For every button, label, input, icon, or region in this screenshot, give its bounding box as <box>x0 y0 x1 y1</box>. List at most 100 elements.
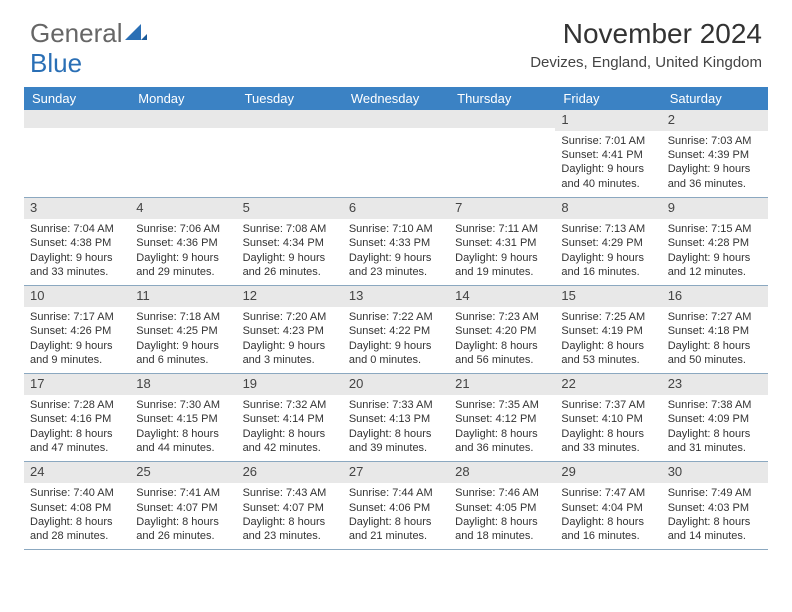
day-number: 18 <box>130 374 236 395</box>
sunrise-line: Sunrise: 7:11 AM <box>455 222 549 236</box>
daylight-line: Daylight: 8 hours and 53 minutes. <box>561 339 655 368</box>
sunset-line: Sunset: 4:23 PM <box>243 324 337 338</box>
sunrise-line: Sunrise: 7:38 AM <box>668 398 762 412</box>
logo: General <box>30 18 147 49</box>
day-cell: 9Sunrise: 7:15 AMSunset: 4:28 PMDaylight… <box>662 198 768 285</box>
sunrise-line: Sunrise: 7:41 AM <box>136 486 230 500</box>
day-number: 14 <box>449 286 555 307</box>
sunset-line: Sunset: 4:08 PM <box>30 501 124 515</box>
day-cell <box>24 110 130 197</box>
daylight-line: Daylight: 9 hours and 33 minutes. <box>30 251 124 280</box>
sunset-line: Sunset: 4:14 PM <box>243 412 337 426</box>
day-cell: 10Sunrise: 7:17 AMSunset: 4:26 PMDayligh… <box>24 286 130 373</box>
sunset-line: Sunset: 4:31 PM <box>455 236 549 250</box>
logo-text-2: Blue <box>30 48 82 79</box>
sunset-line: Sunset: 4:10 PM <box>561 412 655 426</box>
sunrise-line: Sunrise: 7:47 AM <box>561 486 655 500</box>
sunset-line: Sunset: 4:07 PM <box>136 501 230 515</box>
day-cell: 20Sunrise: 7:33 AMSunset: 4:13 PMDayligh… <box>343 374 449 461</box>
sunrise-line: Sunrise: 7:46 AM <box>455 486 549 500</box>
sunrise-line: Sunrise: 7:28 AM <box>30 398 124 412</box>
sunset-line: Sunset: 4:36 PM <box>136 236 230 250</box>
daylight-line: Daylight: 8 hours and 31 minutes. <box>668 427 762 456</box>
day-number: 17 <box>24 374 130 395</box>
logo-text-1: General <box>30 18 123 49</box>
day-cell: 5Sunrise: 7:08 AMSunset: 4:34 PMDaylight… <box>237 198 343 285</box>
daylight-line: Daylight: 9 hours and 23 minutes. <box>349 251 443 280</box>
month-title: November 2024 <box>530 18 762 50</box>
sunset-line: Sunset: 4:16 PM <box>30 412 124 426</box>
day-number: 16 <box>662 286 768 307</box>
sunset-line: Sunset: 4:34 PM <box>243 236 337 250</box>
day-cell: 13Sunrise: 7:22 AMSunset: 4:22 PMDayligh… <box>343 286 449 373</box>
day-number: 11 <box>130 286 236 307</box>
week-row: 3Sunrise: 7:04 AMSunset: 4:38 PMDaylight… <box>24 198 768 286</box>
daylight-line: Daylight: 8 hours and 18 minutes. <box>455 515 549 544</box>
sunrise-line: Sunrise: 7:18 AM <box>136 310 230 324</box>
weekday: Saturday <box>662 87 768 110</box>
weekday: Sunday <box>24 87 130 110</box>
day-number: 6 <box>343 198 449 219</box>
sunset-line: Sunset: 4:41 PM <box>561 148 655 162</box>
sunrise-line: Sunrise: 7:35 AM <box>455 398 549 412</box>
day-cell: 25Sunrise: 7:41 AMSunset: 4:07 PMDayligh… <box>130 462 236 549</box>
sunrise-line: Sunrise: 7:06 AM <box>136 222 230 236</box>
daylight-line: Daylight: 8 hours and 39 minutes. <box>349 427 443 456</box>
daylight-line: Daylight: 9 hours and 9 minutes. <box>30 339 124 368</box>
day-number: 29 <box>555 462 661 483</box>
logo-icon <box>125 24 147 44</box>
weekday: Wednesday <box>343 87 449 110</box>
sunset-line: Sunset: 4:29 PM <box>561 236 655 250</box>
day-cell: 11Sunrise: 7:18 AMSunset: 4:25 PMDayligh… <box>130 286 236 373</box>
day-number: 27 <box>343 462 449 483</box>
day-cell: 6Sunrise: 7:10 AMSunset: 4:33 PMDaylight… <box>343 198 449 285</box>
sunset-line: Sunset: 4:06 PM <box>349 501 443 515</box>
day-cell: 18Sunrise: 7:30 AMSunset: 4:15 PMDayligh… <box>130 374 236 461</box>
sunset-line: Sunset: 4:39 PM <box>668 148 762 162</box>
day-cell: 24Sunrise: 7:40 AMSunset: 4:08 PMDayligh… <box>24 462 130 549</box>
day-number: 3 <box>24 198 130 219</box>
weekday-header: Sunday Monday Tuesday Wednesday Thursday… <box>24 87 768 110</box>
daylight-line: Daylight: 8 hours and 16 minutes. <box>561 515 655 544</box>
sunrise-line: Sunrise: 7:33 AM <box>349 398 443 412</box>
day-number: 13 <box>343 286 449 307</box>
sunset-line: Sunset: 4:04 PM <box>561 501 655 515</box>
location: Devizes, England, United Kingdom <box>530 54 762 71</box>
day-cell: 3Sunrise: 7:04 AMSunset: 4:38 PMDaylight… <box>24 198 130 285</box>
day-number: 30 <box>662 462 768 483</box>
sunset-line: Sunset: 4:38 PM <box>30 236 124 250</box>
daylight-line: Daylight: 9 hours and 3 minutes. <box>243 339 337 368</box>
day-number: 4 <box>130 198 236 219</box>
day-number: 24 <box>24 462 130 483</box>
sunrise-line: Sunrise: 7:23 AM <box>455 310 549 324</box>
day-cell: 16Sunrise: 7:27 AMSunset: 4:18 PMDayligh… <box>662 286 768 373</box>
week-row: 1Sunrise: 7:01 AMSunset: 4:41 PMDaylight… <box>24 110 768 198</box>
sunrise-line: Sunrise: 7:22 AM <box>349 310 443 324</box>
day-cell <box>343 110 449 197</box>
day-number: 22 <box>555 374 661 395</box>
daylight-line: Daylight: 9 hours and 40 minutes. <box>561 162 655 191</box>
daylight-line: Daylight: 8 hours and 44 minutes. <box>136 427 230 456</box>
daylight-line: Daylight: 9 hours and 12 minutes. <box>668 251 762 280</box>
daylight-line: Daylight: 8 hours and 14 minutes. <box>668 515 762 544</box>
daylight-line: Daylight: 8 hours and 42 minutes. <box>243 427 337 456</box>
day-number: 7 <box>449 198 555 219</box>
sunset-line: Sunset: 4:26 PM <box>30 324 124 338</box>
day-cell <box>449 110 555 197</box>
day-cell: 26Sunrise: 7:43 AMSunset: 4:07 PMDayligh… <box>237 462 343 549</box>
week-row: 24Sunrise: 7:40 AMSunset: 4:08 PMDayligh… <box>24 462 768 550</box>
day-number: 20 <box>343 374 449 395</box>
day-number: 26 <box>237 462 343 483</box>
day-cell: 4Sunrise: 7:06 AMSunset: 4:36 PMDaylight… <box>130 198 236 285</box>
sunset-line: Sunset: 4:09 PM <box>668 412 762 426</box>
sunset-line: Sunset: 4:33 PM <box>349 236 443 250</box>
day-number: 21 <box>449 374 555 395</box>
daylight-line: Daylight: 8 hours and 21 minutes. <box>349 515 443 544</box>
sunset-line: Sunset: 4:18 PM <box>668 324 762 338</box>
sunset-line: Sunset: 4:07 PM <box>243 501 337 515</box>
calendar: Sunday Monday Tuesday Wednesday Thursday… <box>24 87 768 550</box>
daylight-line: Daylight: 8 hours and 47 minutes. <box>30 427 124 456</box>
day-cell: 7Sunrise: 7:11 AMSunset: 4:31 PMDaylight… <box>449 198 555 285</box>
day-cell: 2Sunrise: 7:03 AMSunset: 4:39 PMDaylight… <box>662 110 768 197</box>
day-cell: 23Sunrise: 7:38 AMSunset: 4:09 PMDayligh… <box>662 374 768 461</box>
